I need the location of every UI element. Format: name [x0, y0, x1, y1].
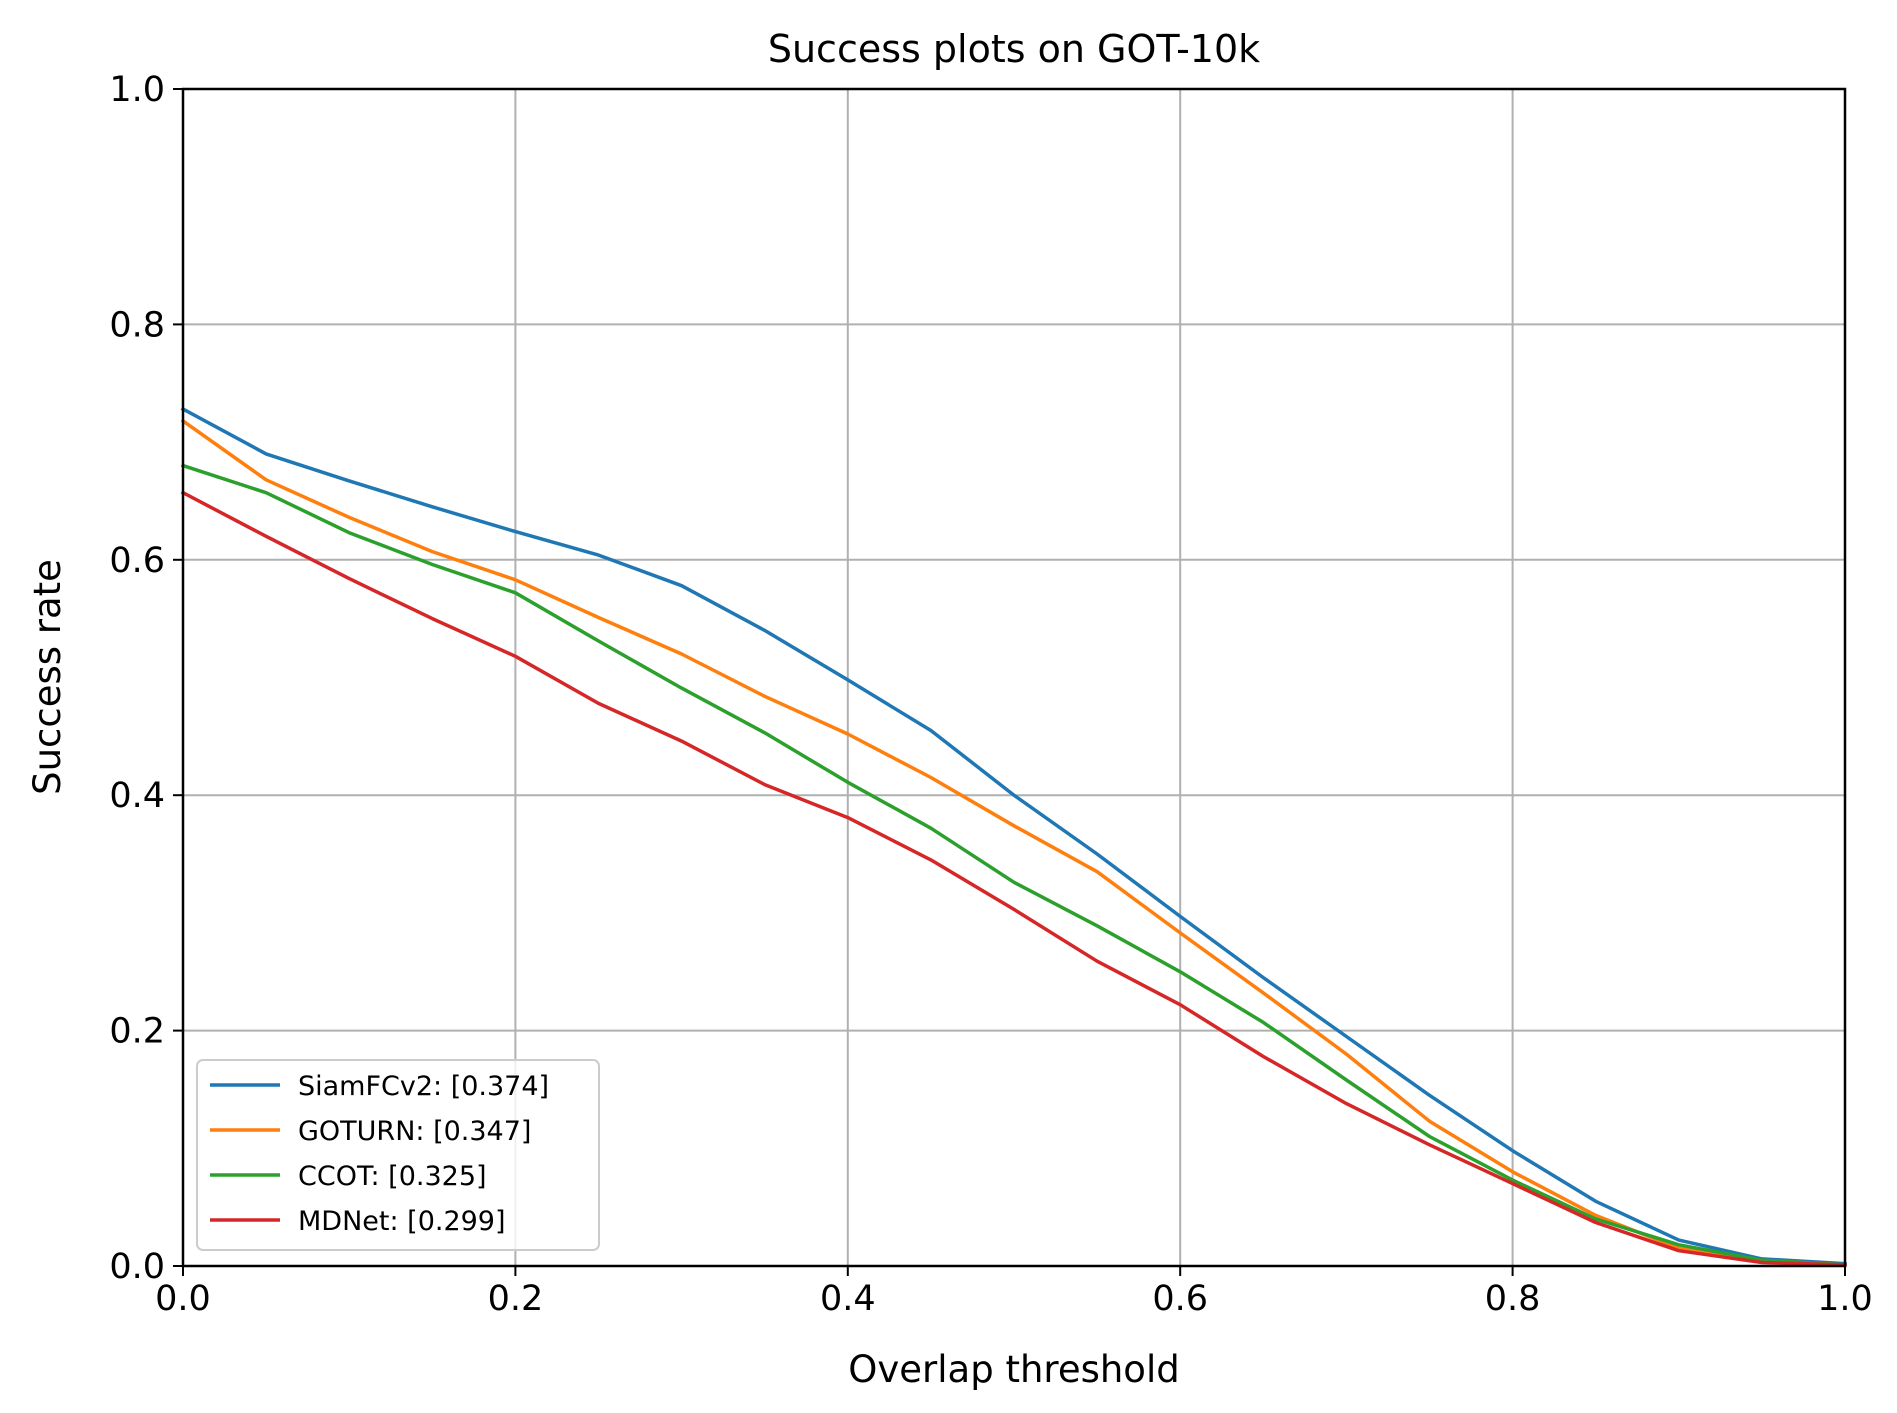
legend: SiamFCv2: [0.374] GOTURN: [0.347] CCOT: [0… — [196, 1059, 600, 1251]
plot-frame — [181, 87, 1847, 1268]
x-axis-label: Overlap threshold — [848, 1348, 1179, 1391]
y-axis-label: Success rate — [26, 559, 69, 795]
legend-label: SiamFCv2: [0.374] — [298, 1071, 549, 1102]
x-tick-label: 0.0 — [155, 1279, 211, 1319]
grid — [182, 88, 1846, 1267]
legend-label: MDNet: [0.299] — [298, 1206, 506, 1237]
legend-label: GOTURN: [0.347] — [298, 1116, 531, 1147]
y-tick-label: 1.0 — [109, 70, 165, 110]
x-tick-label: 1.0 — [1817, 1279, 1873, 1319]
x-tick-label: 0.4 — [820, 1279, 876, 1319]
series-layer — [180, 406, 1847, 1267]
y-tick-label: 0.0 — [109, 1247, 165, 1287]
y-tick-label: 0.2 — [109, 1012, 165, 1052]
series-line-2 — [180, 418, 1847, 1267]
y-tick-label: 0.4 — [109, 776, 165, 816]
y-tick-label: 0.8 — [109, 305, 165, 345]
x-tick-label: 0.6 — [1152, 1279, 1208, 1319]
y-tick-label: 0.6 — [109, 541, 165, 581]
legend-box — [196, 1059, 600, 1251]
axis-ticks: 0.0 0.2 0.4 0.6 0.8 1.0 0.0 0.2 0.4 0.6 0.8 1.0 — [109, 70, 1873, 1319]
chart-title: Success plots on GOT-10k — [768, 27, 1260, 71]
x-tick-label: 0.2 — [488, 1279, 544, 1319]
series-line-4 — [180, 490, 1847, 1267]
legend-label: CCOT: [0.325] — [298, 1161, 487, 1192]
series-line-1 — [180, 406, 1847, 1266]
series-line-3 — [180, 463, 1847, 1267]
x-tick-label: 0.8 — [1485, 1279, 1541, 1319]
